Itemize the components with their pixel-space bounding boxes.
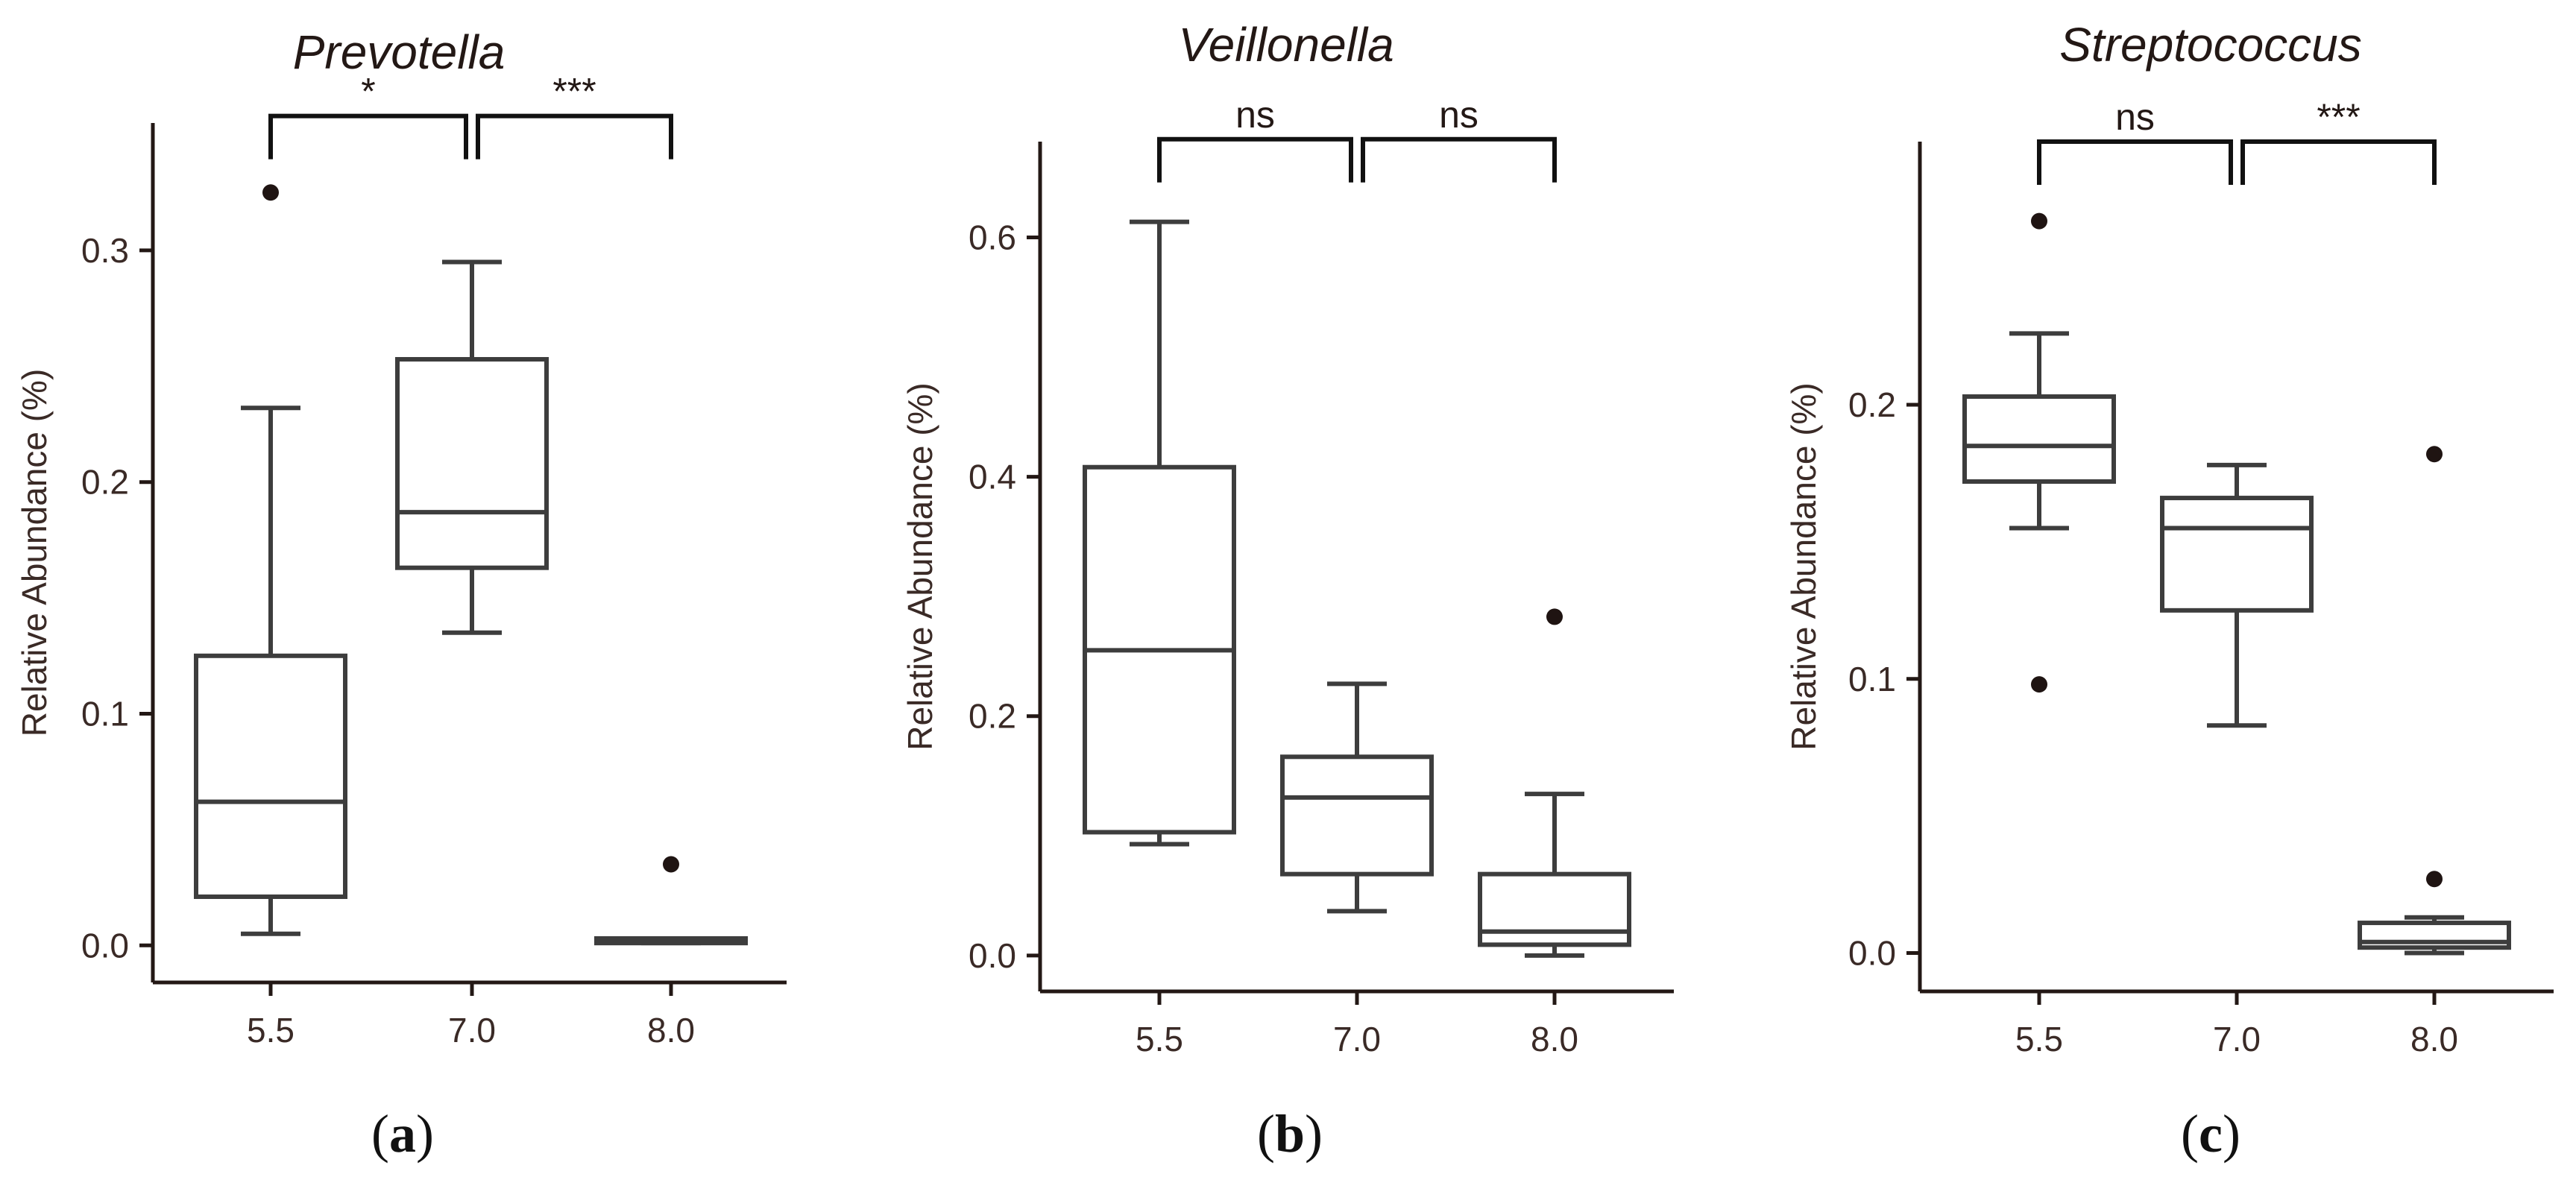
chart-title: Streptococcus xyxy=(2059,18,2362,72)
significance-bracket xyxy=(476,113,673,160)
panel-b: Veillonella 0.0 0.2 0.4 0.6 5.5 7.0 8.0 Relative… xyxy=(901,18,1674,1164)
x-tick-label: 8.0 xyxy=(647,1011,695,1050)
outlier-point xyxy=(1546,608,1563,625)
box-plot-5-5 xyxy=(1962,212,2116,693)
y-tick-label: 0.1 xyxy=(81,694,129,733)
significance-label: ns xyxy=(1235,94,1275,136)
significance-label: ns xyxy=(1439,94,1478,136)
panel-label: (b) xyxy=(1257,1104,1323,1164)
chart-title: Prevotella xyxy=(293,25,506,79)
iqr-box xyxy=(1962,394,2116,484)
panel-label: (c) xyxy=(2181,1104,2240,1164)
box-plot-8-0 xyxy=(2358,446,2511,956)
x-tick-label: 7.0 xyxy=(448,1011,496,1050)
significance-7-0-vs-8-0: ns xyxy=(1361,94,1557,183)
iqr-box xyxy=(1478,871,1631,947)
box-plot-5-5 xyxy=(194,184,347,936)
outlier-point xyxy=(262,184,279,201)
significance-5-5-vs-7-0: * xyxy=(268,71,468,160)
x-tick-label: 5.5 xyxy=(1136,1020,1183,1058)
outlier-point xyxy=(2426,446,2443,463)
significance-bracket xyxy=(2240,139,2437,185)
significance-label: *** xyxy=(552,71,596,113)
iqr-box xyxy=(194,653,347,900)
y-tick-label: 0.1 xyxy=(1848,660,1896,698)
y-tick-label: 0.2 xyxy=(969,697,1016,736)
box-plot-8-0 xyxy=(1478,608,1631,958)
y-tick-label: 0.0 xyxy=(81,926,129,965)
significance-label: *** xyxy=(2317,96,2360,138)
box-plot-8-0 xyxy=(594,856,748,946)
chart-title: Veillonella xyxy=(1178,18,1394,72)
y-axis-label: Relative Abundance (%) xyxy=(901,382,939,751)
x-tick-label: 8.0 xyxy=(2410,1020,2458,1058)
significance-bracket xyxy=(2037,139,2233,185)
outlier-point xyxy=(2031,212,2047,230)
significance-5-5-vs-7-0: ns xyxy=(2037,96,2233,185)
box-plot-7-0 xyxy=(395,259,549,635)
significance-label: ns xyxy=(2115,96,2155,138)
outlier-point xyxy=(2031,676,2047,693)
x-tick-label: 5.5 xyxy=(247,1011,295,1050)
y-tick-label: 0.6 xyxy=(969,218,1016,256)
box-plot-7-0 xyxy=(1280,681,1434,914)
panel-a: Prevotella 0.0 0.1 0.2 0.3 5.5 7.0 8.0 Relative … xyxy=(15,25,787,1164)
significance-bracket xyxy=(1361,136,1557,183)
iqr-box xyxy=(395,356,549,570)
y-tick-label: 0.0 xyxy=(969,936,1016,975)
y-axis-label: Relative Abundance (%) xyxy=(15,369,54,737)
y-tick-label: 0.2 xyxy=(1848,385,1896,424)
y-tick-label: 0.3 xyxy=(81,231,129,270)
panel-c: Streptococcus 0.0 0.1 0.2 5.5 7.0 8.0 Relative … xyxy=(1784,18,2554,1164)
panel-label: (a) xyxy=(371,1104,434,1164)
box-plot-7-0 xyxy=(2160,462,2314,728)
significance-7-0-vs-8-0: *** xyxy=(2240,96,2437,185)
significance-label: * xyxy=(361,71,375,113)
iqr-box xyxy=(1280,754,1434,877)
y-tick-label: 0.2 xyxy=(81,463,129,502)
significance-5-5-vs-7-0: ns xyxy=(1157,94,1353,183)
iqr-box xyxy=(2160,496,2314,613)
significance-7-0-vs-8-0: *** xyxy=(476,71,673,160)
significance-bracket xyxy=(268,113,468,160)
y-tick-label: 0.0 xyxy=(1848,934,1896,973)
box-plot-5-5 xyxy=(1083,219,1236,847)
x-tick-label: 5.5 xyxy=(2015,1020,2063,1058)
x-tick-label: 8.0 xyxy=(1531,1020,1578,1058)
x-tick-label: 7.0 xyxy=(1333,1020,1381,1058)
outlier-point xyxy=(663,856,679,873)
significance-bracket xyxy=(1157,136,1353,183)
y-axis-label: Relative Abundance (%) xyxy=(1784,382,1823,751)
x-tick-label: 7.0 xyxy=(2213,1020,2261,1058)
y-tick-label: 0.4 xyxy=(969,458,1016,496)
outlier-point xyxy=(2426,871,2443,888)
